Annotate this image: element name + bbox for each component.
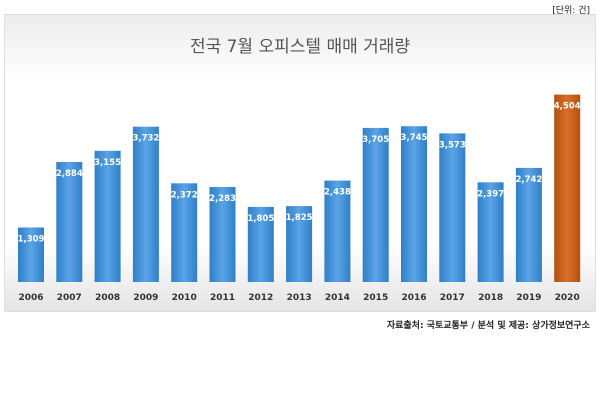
tick-label-2017: 2017 [440,293,465,303]
data-label-2019: 2,742 [515,175,542,185]
data-label-2006: 1,309 [18,235,45,245]
tick-label-2006: 2006 [18,293,43,303]
data-label-2014: 2,438 [324,188,351,198]
bar-2017 [439,133,466,282]
bar-2007 [56,162,83,282]
bar-2020 [554,94,581,282]
tick-label-2011: 2011 [210,293,235,303]
bar-2006 [18,227,44,282]
data-label-2012: 1,805 [247,214,274,224]
data-label-2017: 3,573 [439,140,466,150]
bar-2018 [477,182,504,282]
bar-2010 [171,183,198,282]
tick-label-2015: 2015 [363,293,388,303]
bar-2016 [401,126,427,282]
bar-2012 [247,206,274,282]
data-label-2011: 2,283 [209,194,236,204]
bar-2014 [324,180,351,282]
data-label-2015: 3,705 [362,135,389,145]
data-label-2010: 2,372 [171,190,198,200]
tick-label-2010: 2010 [172,293,197,303]
tick-label-2018: 2018 [478,293,503,303]
bar-2015 [362,127,389,283]
tick-label-2016: 2016 [401,293,426,303]
bar-2008 [94,150,121,282]
data-label-2020: 4,504 [554,102,581,112]
bar-2009 [132,126,159,282]
tick-label-2020: 2020 [555,293,580,303]
bar-2013 [286,206,313,282]
bar-2019 [515,167,542,282]
tick-label-2014: 2014 [325,293,350,303]
tick-label-2013: 2013 [287,293,312,303]
data-label-2007: 2,884 [56,169,83,179]
data-label-2009: 3,732 [132,134,159,144]
source-note: 자료출처: 국토교통부 / 분석 및 제공: 상가정보연구소 [386,321,590,331]
data-label-2008: 3,155 [94,158,121,168]
chart-title: 전국 7월 오피스텔 매매 거래량 [189,37,411,57]
tick-label-2007: 2007 [57,293,82,303]
data-label-2016: 3,745 [401,133,428,143]
tick-label-2008: 2008 [95,293,120,303]
data-label-2013: 1,825 [286,213,313,223]
unit-note: [단위: 건] [552,6,590,16]
tick-label-2009: 2009 [133,293,158,303]
tick-label-2012: 2012 [248,293,273,303]
tick-label-2019: 2019 [516,293,541,303]
bar-2011 [209,187,236,282]
data-label-2018: 2,397 [477,189,504,199]
